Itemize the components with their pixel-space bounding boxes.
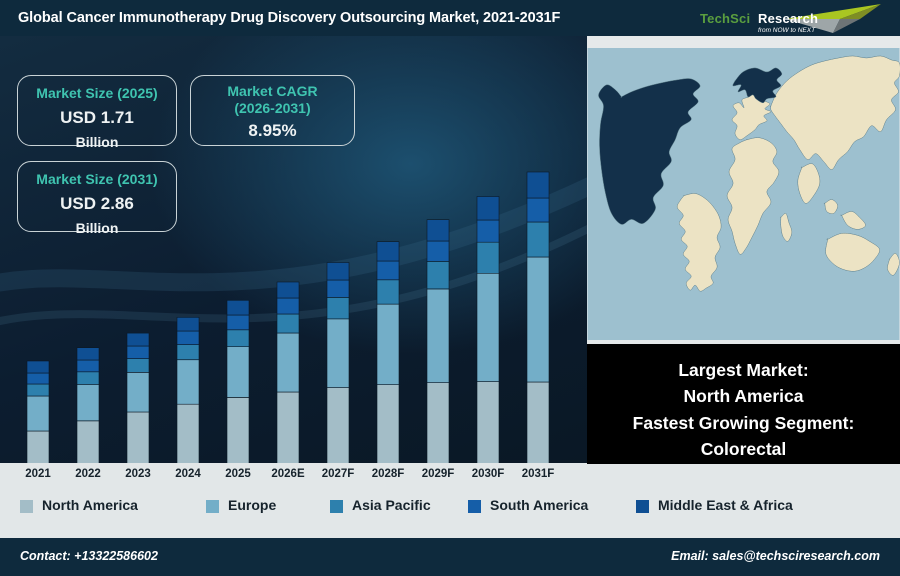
svg-text:2025: 2025 [225, 468, 251, 480]
svg-text:2024: 2024 [175, 468, 201, 480]
svg-text:2021: 2021 [25, 468, 51, 480]
svg-text:Research: Research [758, 11, 818, 26]
svg-text:from NOW to NEXT: from NOW to NEXT [758, 27, 816, 34]
svg-text:2031F: 2031F [522, 468, 555, 480]
svg-text:TechSci: TechSci [700, 11, 750, 26]
svg-text:2029F: 2029F [422, 468, 455, 480]
svg-text:2022: 2022 [75, 468, 101, 480]
svg-text:2026E: 2026E [271, 468, 305, 480]
svg-text:2027F: 2027F [322, 468, 355, 480]
svg-text:2023: 2023 [125, 468, 151, 480]
svg-text:2030F: 2030F [472, 468, 505, 480]
svg-text:2028F: 2028F [372, 468, 405, 480]
